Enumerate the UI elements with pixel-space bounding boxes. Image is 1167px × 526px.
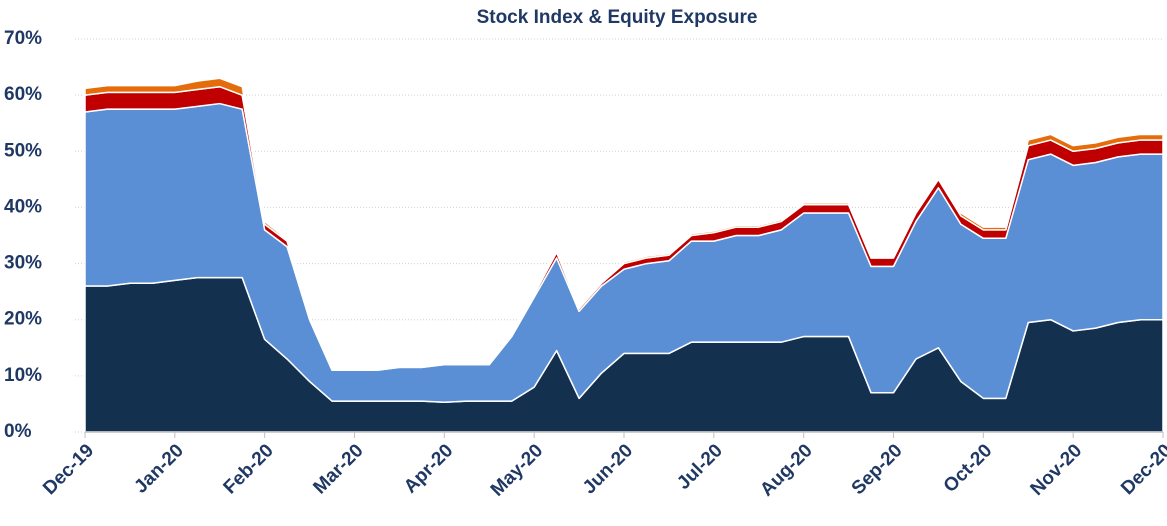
- x-tick-label: Dec-20: [1117, 440, 1167, 499]
- x-tick-label: Jun-20: [579, 440, 637, 498]
- y-tick-label: 50%: [4, 140, 42, 161]
- x-tick-label: Nov-20: [1027, 440, 1087, 500]
- x-tick-label: Jul-20: [673, 440, 727, 494]
- x-tick-label: Dec-19: [39, 440, 98, 499]
- x-tick-label: Oct-20: [940, 440, 997, 497]
- x-tick-label: Feb-20: [220, 440, 278, 498]
- y-tick-label: 40%: [4, 196, 42, 217]
- x-tick-label: Jan-20: [130, 440, 187, 497]
- y-tick-label: 0%: [4, 421, 32, 442]
- y-tick-label: 20%: [4, 309, 42, 330]
- y-tick-label: 60%: [4, 84, 42, 105]
- x-tick-label: Apr-20: [400, 440, 457, 497]
- x-tick-label: Aug-20: [756, 440, 816, 500]
- area: [84, 77, 1164, 370]
- x-tick-label: Sep-20: [848, 440, 907, 499]
- y-tick-label: 30%: [4, 253, 42, 274]
- y-tick-label: 10%: [4, 365, 42, 386]
- x-tick-label: May-20: [487, 440, 547, 500]
- y-tick-label: 70%: [4, 28, 42, 49]
- x-tick-label: Mar-20: [309, 440, 367, 498]
- chart-title: Stock Index & Equity Exposure: [477, 7, 758, 28]
